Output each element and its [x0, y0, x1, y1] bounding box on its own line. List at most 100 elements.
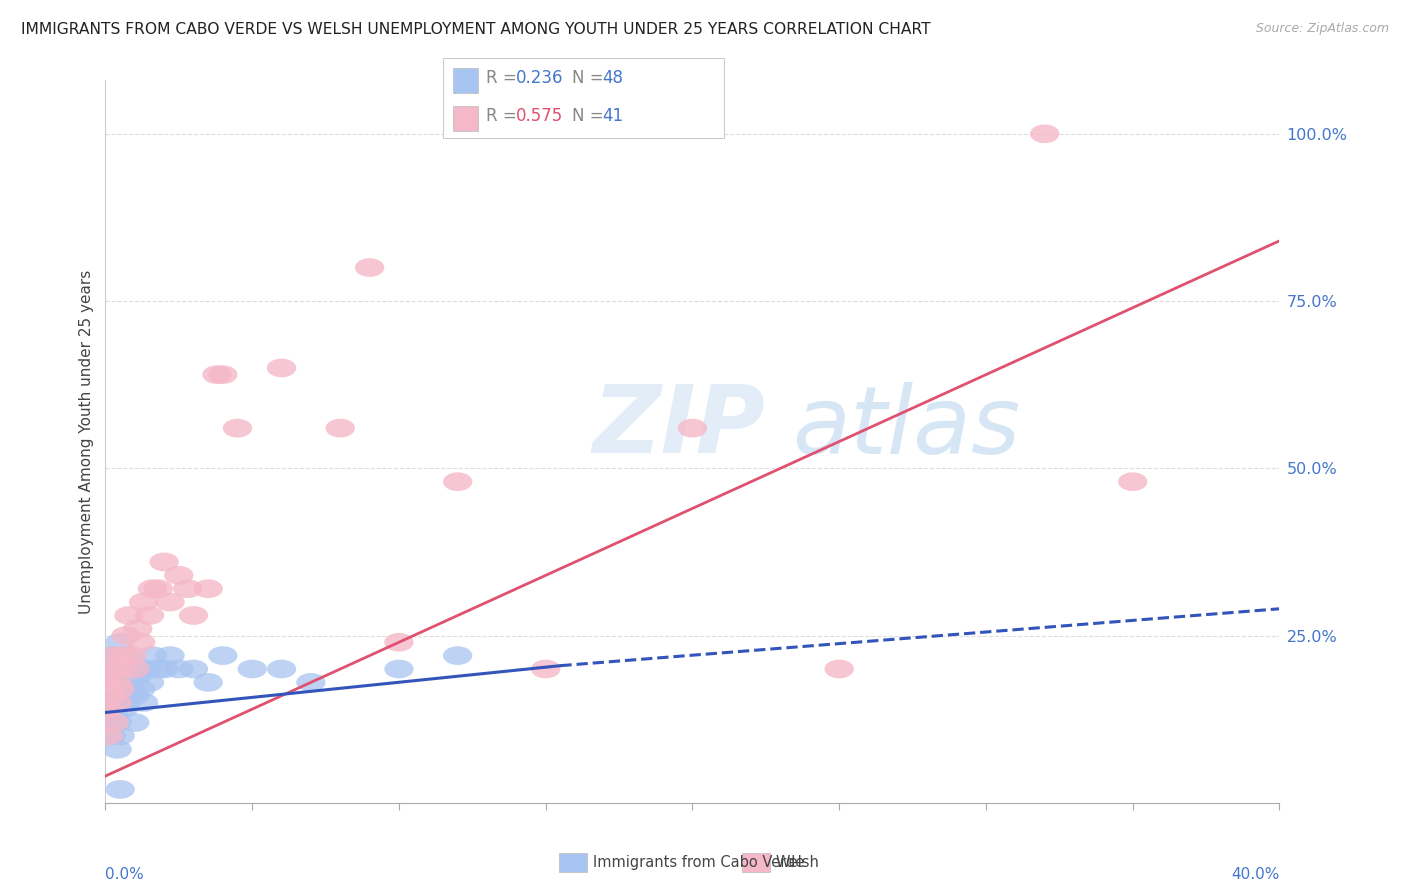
Ellipse shape [202, 366, 232, 384]
Ellipse shape [354, 259, 384, 277]
Ellipse shape [97, 673, 127, 692]
Ellipse shape [97, 687, 127, 705]
Ellipse shape [326, 419, 354, 437]
Ellipse shape [120, 660, 149, 678]
Ellipse shape [267, 359, 297, 377]
Ellipse shape [93, 699, 121, 719]
Text: R =: R = [486, 107, 517, 125]
Ellipse shape [531, 660, 561, 678]
Ellipse shape [120, 687, 149, 705]
Ellipse shape [100, 706, 129, 725]
Ellipse shape [105, 660, 135, 678]
Ellipse shape [111, 646, 141, 665]
Ellipse shape [100, 666, 129, 685]
Ellipse shape [129, 693, 159, 712]
Text: 0.0%: 0.0% [105, 867, 145, 881]
Ellipse shape [97, 687, 127, 705]
Ellipse shape [238, 660, 267, 678]
Ellipse shape [143, 660, 173, 678]
Ellipse shape [105, 726, 135, 746]
Ellipse shape [105, 633, 135, 651]
Ellipse shape [94, 646, 124, 665]
Ellipse shape [155, 646, 184, 665]
Text: Welsh: Welsh [776, 855, 820, 870]
Ellipse shape [194, 580, 224, 599]
Ellipse shape [129, 593, 159, 612]
Ellipse shape [179, 660, 208, 678]
Ellipse shape [443, 473, 472, 491]
Ellipse shape [111, 626, 141, 645]
Ellipse shape [94, 726, 124, 746]
Text: 41: 41 [602, 107, 623, 125]
Ellipse shape [824, 660, 853, 678]
Y-axis label: Unemployment Among Youth under 25 years: Unemployment Among Youth under 25 years [79, 269, 94, 614]
Text: Immigrants from Cabo Verde: Immigrants from Cabo Verde [593, 855, 804, 870]
Ellipse shape [165, 566, 194, 585]
Ellipse shape [103, 714, 132, 731]
Ellipse shape [179, 607, 208, 624]
Ellipse shape [678, 419, 707, 437]
Text: 0.575: 0.575 [516, 107, 564, 125]
Ellipse shape [97, 726, 127, 746]
Ellipse shape [127, 633, 155, 651]
Text: N =: N = [572, 69, 603, 87]
Ellipse shape [103, 673, 132, 692]
Ellipse shape [114, 680, 143, 698]
Text: 0.236: 0.236 [516, 69, 564, 87]
Ellipse shape [105, 660, 135, 678]
Ellipse shape [100, 646, 129, 665]
Ellipse shape [108, 646, 138, 665]
Text: ZIP: ZIP [593, 381, 765, 473]
Ellipse shape [105, 680, 135, 698]
Ellipse shape [149, 553, 179, 572]
Ellipse shape [297, 673, 326, 692]
Ellipse shape [94, 673, 124, 692]
Ellipse shape [194, 673, 224, 692]
Ellipse shape [103, 740, 132, 758]
Text: R =: R = [486, 69, 517, 87]
Ellipse shape [1118, 473, 1147, 491]
Ellipse shape [132, 660, 162, 678]
Ellipse shape [103, 693, 132, 712]
Ellipse shape [120, 714, 149, 731]
Ellipse shape [165, 660, 194, 678]
Ellipse shape [108, 673, 138, 692]
Text: Source: ZipAtlas.com: Source: ZipAtlas.com [1256, 22, 1389, 36]
Ellipse shape [173, 580, 202, 599]
Ellipse shape [108, 699, 138, 719]
Ellipse shape [114, 607, 143, 624]
Ellipse shape [117, 646, 146, 665]
Ellipse shape [97, 699, 127, 719]
Ellipse shape [384, 633, 413, 651]
Ellipse shape [135, 673, 165, 692]
Ellipse shape [111, 693, 141, 712]
Ellipse shape [124, 620, 152, 639]
Text: atlas: atlas [792, 382, 1021, 473]
Text: N =: N = [572, 107, 603, 125]
Ellipse shape [135, 607, 165, 624]
Ellipse shape [138, 580, 167, 599]
Ellipse shape [149, 660, 179, 678]
Ellipse shape [94, 714, 124, 731]
Ellipse shape [127, 680, 155, 698]
Ellipse shape [208, 366, 238, 384]
Ellipse shape [105, 687, 135, 705]
Ellipse shape [124, 666, 152, 685]
Ellipse shape [94, 687, 124, 705]
Text: 40.0%: 40.0% [1232, 867, 1279, 881]
Ellipse shape [93, 690, 121, 708]
Text: IMMIGRANTS FROM CABO VERDE VS WELSH UNEMPLOYMENT AMONG YOUTH UNDER 25 YEARS CORR: IMMIGRANTS FROM CABO VERDE VS WELSH UNEM… [21, 22, 931, 37]
Ellipse shape [103, 693, 132, 712]
Ellipse shape [117, 660, 146, 678]
Ellipse shape [222, 419, 252, 437]
Ellipse shape [97, 660, 127, 678]
Ellipse shape [267, 660, 297, 678]
Ellipse shape [443, 646, 472, 665]
Ellipse shape [100, 714, 129, 731]
Ellipse shape [138, 646, 167, 665]
Ellipse shape [100, 680, 129, 698]
Ellipse shape [384, 660, 413, 678]
Ellipse shape [155, 593, 184, 612]
Ellipse shape [143, 580, 173, 599]
Ellipse shape [208, 646, 238, 665]
